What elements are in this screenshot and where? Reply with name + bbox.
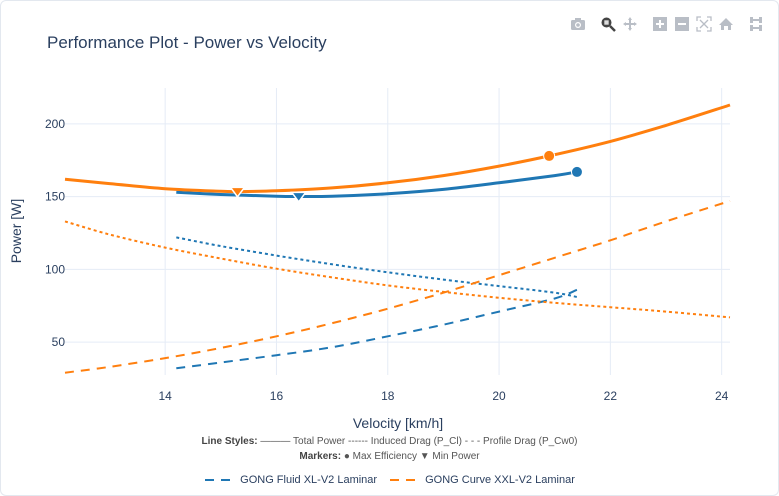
zoom-in-icon: [653, 17, 667, 31]
fluid-induced-line[interactable]: [176, 236, 578, 298]
legend: GONG Fluid XL-V2 Laminar GONG Curve XXL-…: [0, 474, 779, 486]
y-tick-label: 50: [52, 335, 66, 349]
legend-swatch-fluid: [205, 479, 234, 481]
series-curves: [64, 103, 731, 374]
x-tick-label: 22: [604, 389, 618, 403]
fluid-min-power-marker[interactable]: [290, 191, 308, 204]
x-axis-label: Velocity [km/h]: [353, 415, 443, 431]
pan-icon: [623, 17, 637, 31]
x-tick-label: 18: [381, 389, 395, 403]
x-tick-label: 24: [715, 389, 729, 403]
curve-min-power-marker[interactable]: [229, 186, 246, 199]
modebar: [567, 14, 767, 34]
zoom-icon: [601, 17, 616, 32]
curve-total-line[interactable]: [64, 103, 731, 194]
camera-button[interactable]: [567, 14, 589, 34]
chart-title: Performance Plot - Power vs Velocity: [47, 33, 327, 52]
zoom-in-button[interactable]: [649, 14, 671, 34]
spikelines-icon: [750, 17, 762, 31]
zoom-out-icon: [675, 17, 689, 31]
y-axis-label: Power [W]: [8, 199, 24, 264]
fluid-profile-line[interactable]: [176, 288, 578, 370]
legend-swatch-curve: [390, 479, 419, 481]
markers-text: ● Max Efficiency ▼ Min Power: [343, 451, 480, 462]
legend-item-curve[interactable]: GONG Curve XXL-V2 Laminar: [389, 474, 575, 486]
autoscale-button[interactable]: [693, 14, 715, 34]
line-styles-text: ——— Total Power ------ Induced Drag (P_C…: [260, 436, 578, 447]
markers-annotation: Markers: ● Max Efficiency ▼ Min Power: [0, 451, 779, 462]
legend-label-fluid: GONG Fluid XL-V2 Laminar: [240, 474, 378, 486]
fluid-max-efficiency-marker[interactable]: [570, 165, 583, 178]
camera-icon: [571, 18, 585, 30]
home-icon: [719, 18, 733, 30]
zoom-button[interactable]: [597, 14, 619, 34]
x-tick-label: 20: [492, 389, 506, 403]
pan-button[interactable]: [619, 14, 641, 34]
y-tick-label: 150: [45, 190, 65, 204]
spikelines-button[interactable]: [745, 14, 767, 34]
legend-item-fluid[interactable]: GONG Fluid XL-V2 Laminar: [204, 474, 377, 486]
fluid-total-line[interactable]: [176, 170, 578, 199]
x-tick-label: 16: [270, 389, 284, 403]
home-button[interactable]: [715, 14, 737, 34]
markers-label: Markers:: [299, 451, 342, 462]
x-tick-label: 14: [158, 389, 172, 403]
series-markers: [229, 149, 583, 204]
zoom-out-button[interactable]: [671, 14, 693, 34]
curve-max-efficiency-marker[interactable]: [543, 149, 556, 162]
line-styles-label: Line Styles:: [201, 436, 258, 447]
legend-label-curve: GONG Curve XXL-V2 Laminar: [425, 474, 575, 486]
curve-profile-line[interactable]: [64, 200, 731, 374]
tick-labels: 14 16 18 20 22 24 50 100 150 200: [45, 117, 729, 403]
y-tick-label: 100: [45, 262, 65, 276]
gridlines: [65, 88, 730, 375]
curve-induced-line[interactable]: [64, 220, 731, 319]
y-tick-label: 200: [45, 117, 65, 131]
autoscale-icon: [696, 16, 712, 32]
line-styles-annotation: Line Styles: ——— Total Power ------ Indu…: [0, 436, 779, 447]
